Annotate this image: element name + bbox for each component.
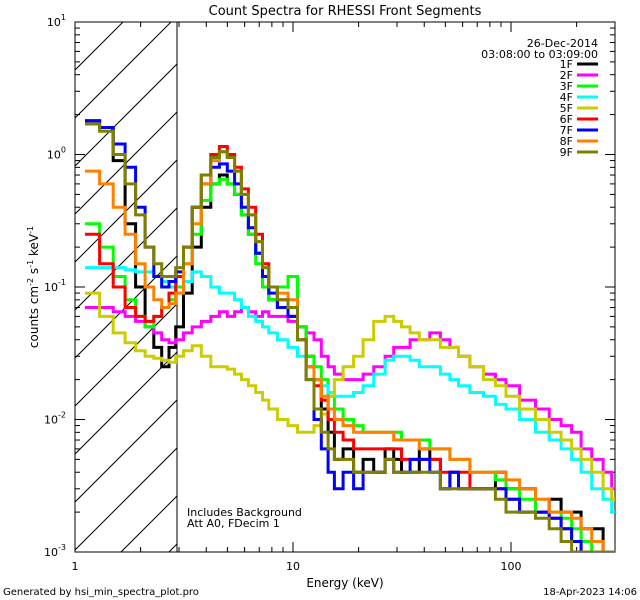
- generated-by-label: Generated by hsi_min_spectra_plot.pro: [3, 587, 199, 598]
- hatch-line: [75, 63, 177, 167]
- hatch-line: [75, 399, 177, 503]
- x-tick-label: 1: [72, 560, 79, 573]
- note-attenuator: Att A0, FDecim 1: [187, 517, 280, 530]
- series-9F-line: [85, 122, 615, 552]
- legend-label-7F: 7F: [560, 124, 573, 137]
- legend-label-4F: 4F: [560, 91, 573, 104]
- series-8F-line: [85, 150, 615, 552]
- y-tick-label: 10-2: [44, 411, 66, 427]
- excluded-energy-hatch: [75, 22, 177, 552]
- hatch-line: [75, 22, 172, 119]
- y-label-part: counts cm: [27, 286, 41, 348]
- hatch-line: [75, 303, 177, 407]
- y-tick-label: 101: [47, 13, 66, 29]
- time-range-label: 03:08:00 to 03:09:00: [481, 48, 598, 61]
- chart-title: Count Spectra for RHESSI Front Segments: [209, 4, 482, 19]
- series-layer: [85, 119, 615, 552]
- y-tick-label: 10-3: [44, 543, 66, 559]
- y-label-exp: -1: [26, 226, 35, 234]
- y-label-exp: -2: [26, 278, 35, 286]
- y-tick-label: 100: [47, 146, 66, 162]
- hatch-line: [75, 447, 177, 551]
- legend-label-8F: 8F: [560, 135, 573, 148]
- hatch-line: [75, 207, 177, 311]
- legend-label-5F: 5F: [560, 102, 573, 115]
- legend-label-6F: 6F: [560, 113, 573, 126]
- y-tick-label: 10-1: [44, 278, 66, 294]
- date-label: 26-Dec-2014: [527, 37, 598, 50]
- note-background: Includes Background: [187, 506, 302, 519]
- y-label-exp: -1: [26, 260, 35, 268]
- y-axis-label: counts cm-2 s-1 keV-1: [26, 226, 41, 348]
- x-tick-label: 10: [286, 560, 300, 573]
- axis-ticks: 1 10 100 10-3 10-2 10-1 100 101: [44, 13, 616, 573]
- series-4F-line: [85, 266, 615, 514]
- legend-label-9F: 9F: [560, 146, 573, 159]
- series-2F-line: [85, 306, 615, 491]
- legend-label-3F: 3F: [560, 80, 573, 93]
- series-6F-line: [85, 145, 615, 552]
- timestamp-label: 18-Apr-2023 14:06: [543, 587, 637, 598]
- y-label-part: s: [27, 268, 41, 278]
- x-axis-label: Energy (keV): [306, 576, 383, 590]
- legend-label-1F: 1F: [560, 58, 573, 71]
- series-7F-line: [85, 119, 615, 552]
- y-label-part: keV: [27, 233, 41, 260]
- legend-label-2F: 2F: [560, 69, 573, 82]
- series-1F-line: [85, 119, 615, 552]
- x-tick-label: 100: [500, 560, 521, 573]
